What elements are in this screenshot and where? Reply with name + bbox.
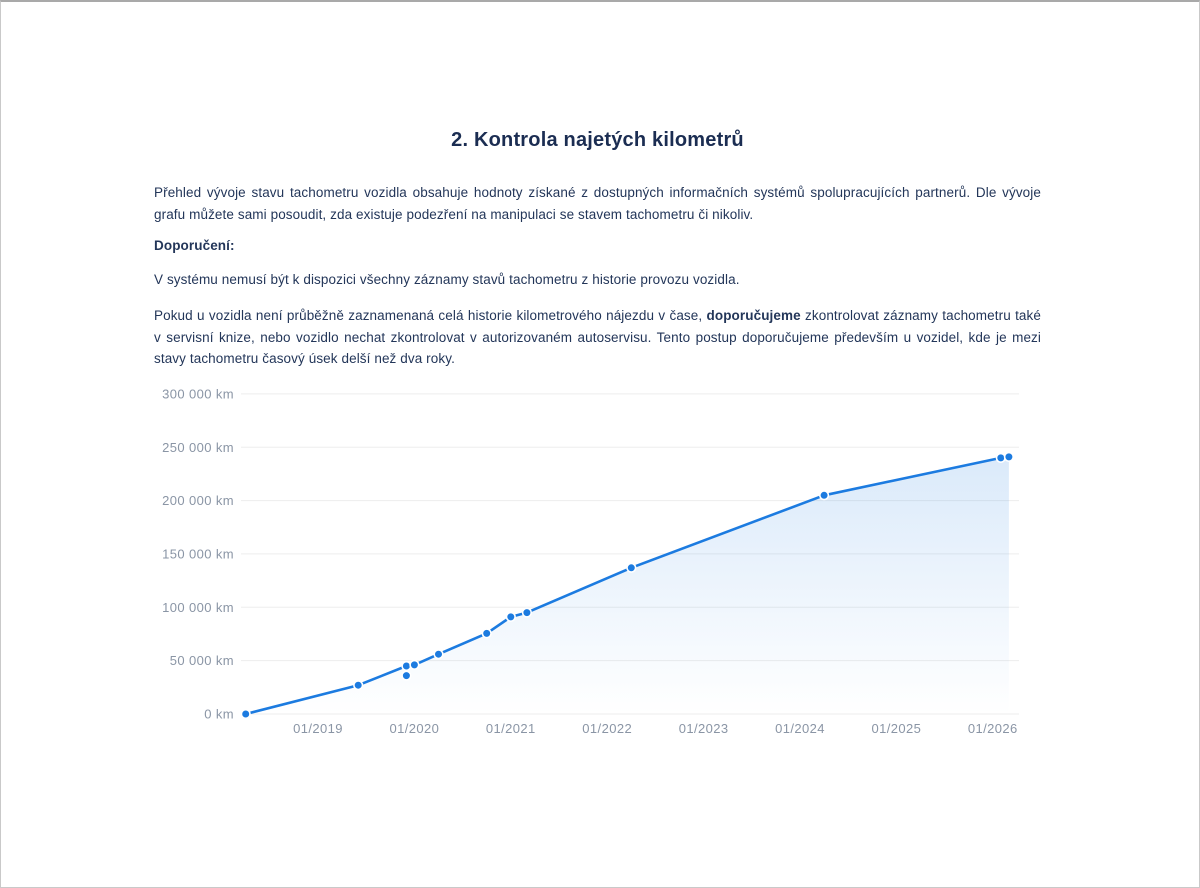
data-point[interactable] xyxy=(505,611,516,622)
x-axis-tick-label: 01/2025 xyxy=(872,721,922,736)
data-point[interactable] xyxy=(521,607,533,618)
odometer-chart-svg: 300 000 km 250 000 km 200 000 km 150 000 km… xyxy=(162,386,1019,736)
advice-text-prefix: Pokud u vozidla není průběžně zaznamenan… xyxy=(154,308,707,323)
advice-paragraph: Pokud u vozidla není průběžně zaznamenan… xyxy=(154,305,1041,370)
y-axis-tick-label: 100 000 km xyxy=(162,600,234,615)
x-axis-tick-label: 01/2023 xyxy=(679,721,729,736)
data-point[interactable] xyxy=(481,628,492,639)
y-axis-tick-label: 250 000 km xyxy=(162,440,234,455)
y-axis-tick-label: 200 000 km xyxy=(162,493,234,508)
data-point[interactable] xyxy=(401,660,412,672)
y-axis-tick-label: 150 000 km xyxy=(162,546,234,561)
data-point[interactable] xyxy=(433,649,444,660)
recommendation-heading: Doporučení: xyxy=(154,238,235,253)
y-axis-tick-label: 300 000 km xyxy=(162,386,234,401)
data-point[interactable] xyxy=(353,680,364,691)
odometer-line xyxy=(244,455,1011,716)
odometer-chart: 300 000 km 250 000 km 200 000 km 150 000 km… xyxy=(141,386,1031,742)
y-axis-tick-label: 0 km xyxy=(204,707,234,722)
data-point[interactable] xyxy=(995,452,1006,463)
advice-text-suffix: zkontrolovat záznamy tachometru také v s… xyxy=(154,308,1041,366)
y-axis-tick-label: 50 000 km xyxy=(170,653,234,668)
x-axis-tick-label: 01/2021 xyxy=(486,721,536,736)
data-point[interactable] xyxy=(1003,451,1015,462)
area-fill xyxy=(245,456,1009,714)
section-title: 2. Kontrola najetých kilometrů xyxy=(451,129,744,151)
system-note-paragraph: V systému nemusí být k dispozici všechny… xyxy=(154,272,740,287)
x-axis-tick-label: 01/2024 xyxy=(775,721,825,736)
x-axis-tick-label: 01/2026 xyxy=(968,721,1018,736)
data-point[interactable] xyxy=(818,490,830,501)
x-axis-tick-label: 01/2020 xyxy=(390,721,440,736)
x-axis-tick-label: 01/2022 xyxy=(582,721,632,736)
intro-paragraph: Přehled vývoje stavu tachometru vozidla … xyxy=(154,185,1041,222)
x-axis-tick-label: 01/2019 xyxy=(293,721,343,736)
data-point-outlier[interactable] xyxy=(401,670,412,681)
data-point[interactable] xyxy=(240,708,251,720)
advice-text-bold: doporučujeme xyxy=(706,308,801,323)
data-point[interactable] xyxy=(409,659,420,671)
data-point[interactable] xyxy=(626,562,637,573)
